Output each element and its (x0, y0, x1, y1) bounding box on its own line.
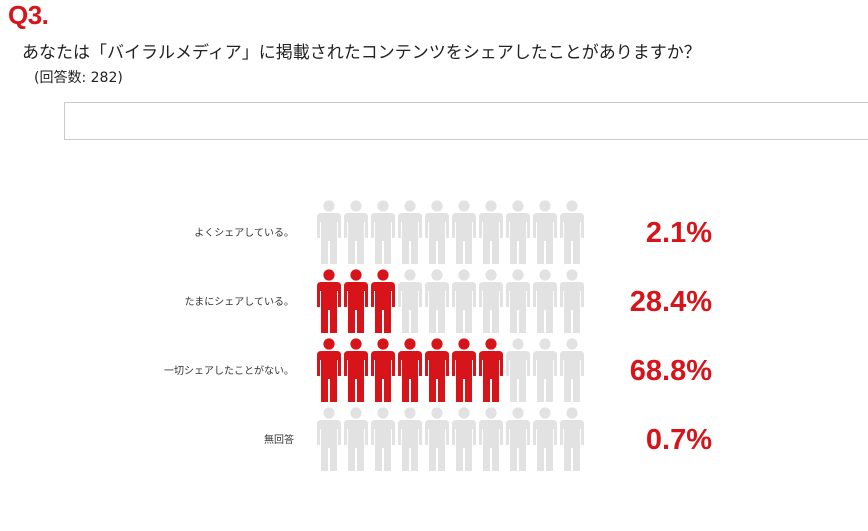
person-icon-empty (506, 200, 530, 264)
person-icon-filled (425, 338, 449, 402)
person-icon-filled (452, 338, 476, 402)
person-icon-empty (479, 200, 503, 264)
person-icon-empty (533, 338, 557, 402)
person-icon-empty (425, 407, 449, 471)
question-text: あなたは「バイラルメディア」に掲載されたコンテンツをシェアしたことがありますか？ (22, 43, 701, 63)
person-icon-empty (398, 269, 422, 333)
person-icon-empty (398, 407, 422, 471)
row-label: たまにシェアしている。 (185, 296, 294, 308)
person-icon-empty (344, 200, 368, 264)
person-icon-empty (533, 269, 557, 333)
person-icon-filled (317, 338, 341, 402)
question-number: Q3. (8, 0, 49, 30)
person-icon-empty (533, 200, 557, 264)
person-icon-empty (479, 407, 503, 471)
row-value: 28.4% (630, 286, 712, 318)
row-value: 2.1% (646, 217, 712, 249)
row-value: 68.8% (630, 355, 712, 387)
person-icon-empty (317, 200, 341, 264)
person-icon-empty (452, 407, 476, 471)
person-icon-empty (452, 269, 476, 333)
person-icon-filled (371, 269, 395, 333)
person-icon-empty (560, 200, 584, 264)
row-label: 無回答 (264, 433, 294, 446)
person-icon-empty (506, 338, 530, 402)
person-icon-empty (533, 407, 557, 471)
person-icon-empty (506, 269, 530, 333)
row-value: 0.7% (646, 424, 712, 456)
person-icon-empty (560, 338, 584, 402)
person-icon-empty (425, 200, 449, 264)
person-icon-empty (398, 200, 422, 264)
person-icon-empty (506, 407, 530, 471)
comment-box (64, 102, 868, 140)
person-icon-filled (344, 269, 368, 333)
person-icon-empty (479, 269, 503, 333)
row-label: よくシェアしている。 (194, 227, 294, 239)
person-icon-empty (452, 200, 476, 264)
person-icon-filled (479, 338, 503, 402)
person-icon-empty (317, 407, 341, 471)
person-icon-filled (371, 338, 395, 402)
person-icon-empty (344, 407, 368, 471)
row-label: 一切シェアしたことがない。 (164, 364, 294, 377)
response-count: (回答数: 282) (34, 70, 123, 86)
person-icon-filled (398, 338, 422, 402)
person-icon-empty (560, 407, 584, 471)
person-icon-empty (560, 269, 584, 333)
person-icon-empty (371, 407, 395, 471)
person-icon-empty (425, 269, 449, 333)
person-icon-empty (371, 200, 395, 264)
person-icon-filled (317, 269, 341, 333)
person-icon-filled (344, 338, 368, 402)
